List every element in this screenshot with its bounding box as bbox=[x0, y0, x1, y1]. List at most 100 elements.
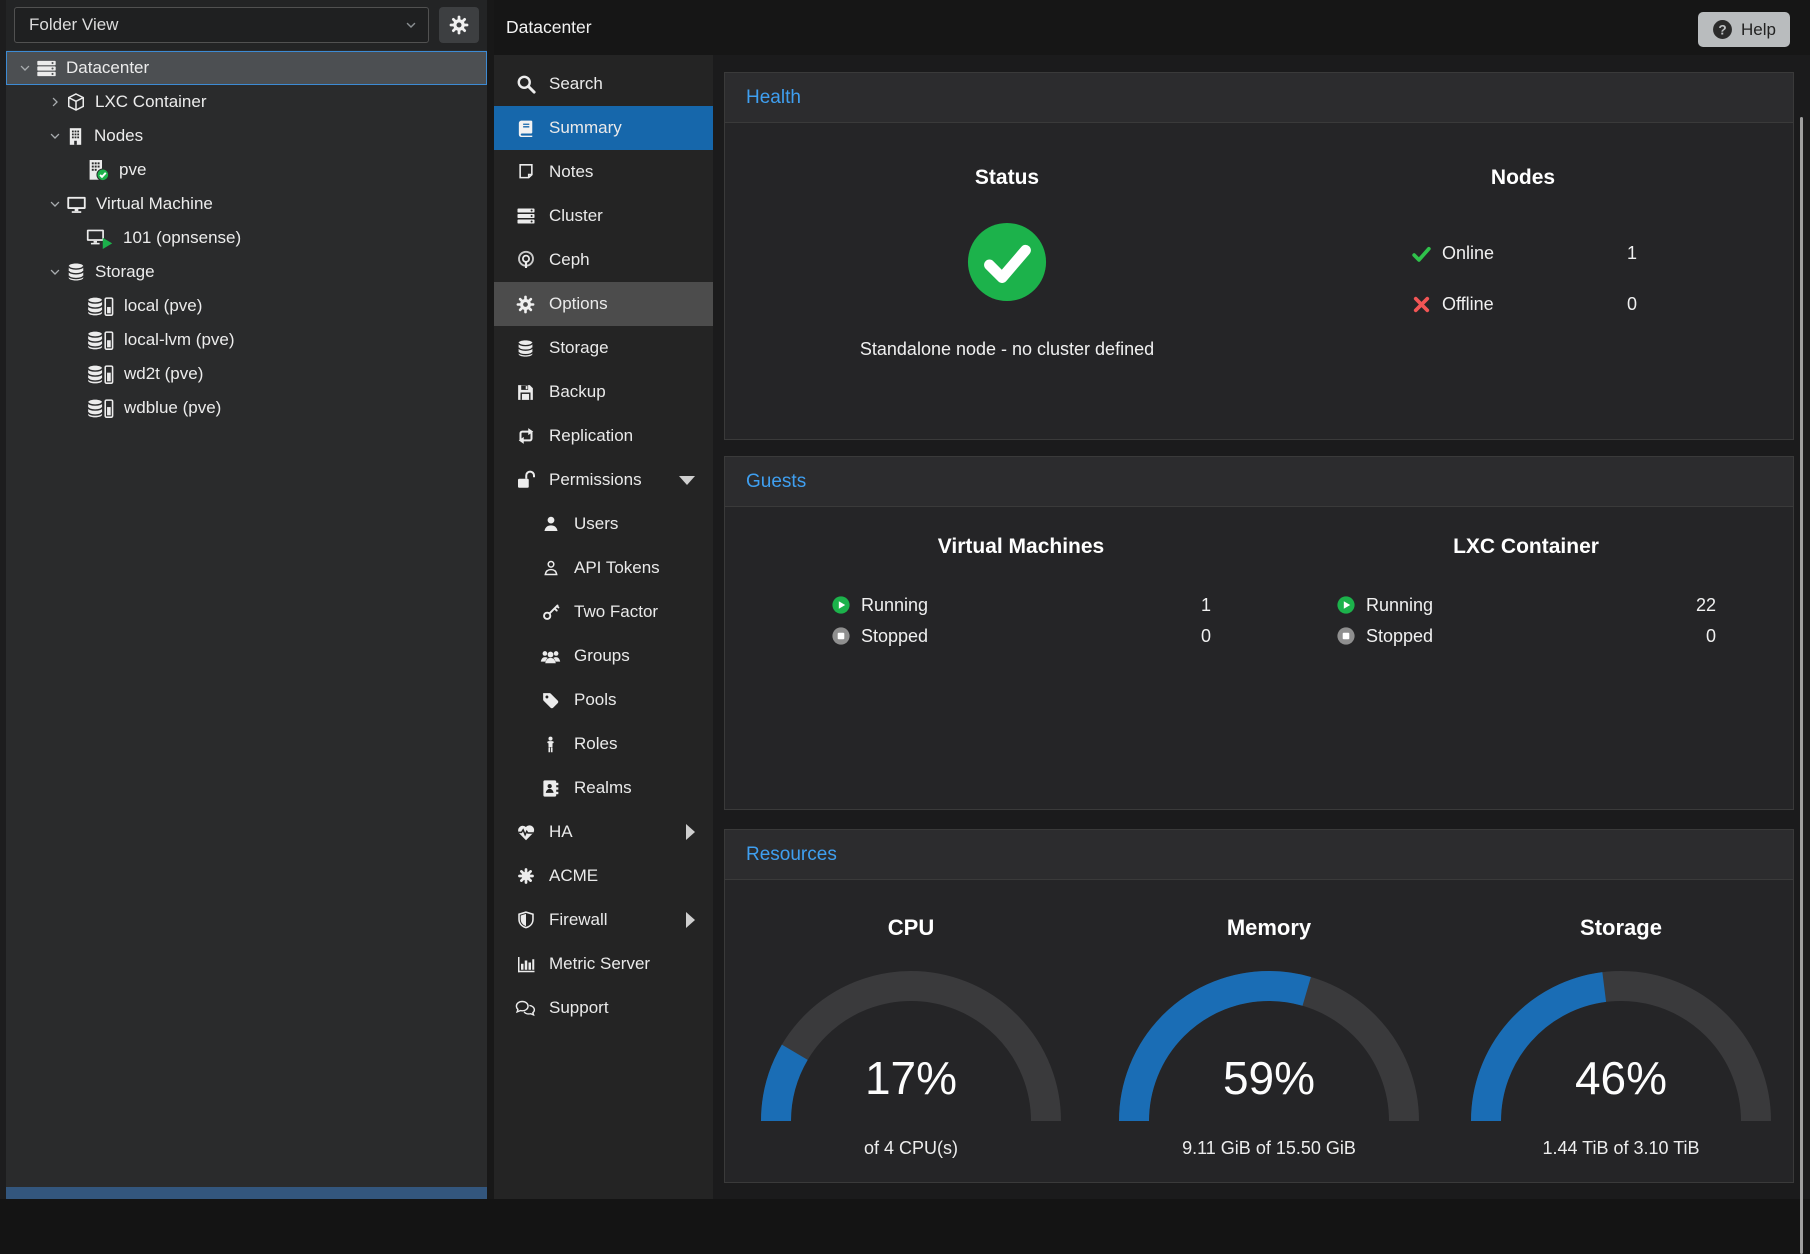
lxc-running-label: Running bbox=[1366, 595, 1433, 616]
running-icon bbox=[1336, 595, 1356, 615]
tree-item-label: pve bbox=[119, 160, 146, 180]
nav-item-two-factor[interactable]: Two Factor bbox=[494, 590, 713, 634]
cluster-status-message: Standalone node - no cluster defined bbox=[807, 339, 1207, 360]
nav-item-ha[interactable]: HA bbox=[494, 810, 713, 854]
storage-gauge-percent: 46% bbox=[1471, 1051, 1771, 1105]
nav-item-groups[interactable]: Groups bbox=[494, 634, 713, 678]
tree-item-pve[interactable]: pve bbox=[6, 153, 487, 187]
status-heading: Status bbox=[857, 166, 1157, 190]
nav-item-notes[interactable]: Notes bbox=[494, 150, 713, 194]
monitor-icon bbox=[66, 194, 87, 215]
vm-running-row: Running 1 bbox=[831, 591, 1211, 619]
nav-item-realms[interactable]: Realms bbox=[494, 766, 713, 810]
tree-item-nodes[interactable]: Nodes bbox=[6, 119, 487, 153]
nav-item-ceph[interactable]: Ceph bbox=[494, 238, 713, 282]
nav-item-label: Options bbox=[549, 294, 608, 314]
nav-item-label: Users bbox=[574, 514, 618, 534]
view-selector-combo[interactable]: Folder View bbox=[14, 7, 429, 43]
tree-item-storage-local[interactable]: local (pve) bbox=[6, 289, 487, 323]
storage-usage-icon bbox=[86, 330, 115, 351]
tree-item-storage-wd2t[interactable]: wd2t (pve) bbox=[6, 357, 487, 391]
book-icon bbox=[515, 119, 536, 138]
nav-item-support[interactable]: Support bbox=[494, 986, 713, 1030]
view-selector-value: Folder View bbox=[29, 15, 404, 35]
tree-settings-gear-button[interactable] bbox=[439, 7, 479, 43]
nav-item-roles[interactable]: Roles bbox=[494, 722, 713, 766]
cpu-gauge-caption: of 4 CPU(s) bbox=[741, 1138, 1081, 1159]
collapse-arrow-icon[interactable] bbox=[679, 476, 695, 485]
tag-icon bbox=[540, 691, 561, 710]
resources-panel: Resources CPU 17% of 4 CPU(s) Memory 59% bbox=[724, 829, 1794, 1183]
chevron-down-icon[interactable] bbox=[44, 197, 66, 211]
tree-item-label: Virtual Machine bbox=[96, 194, 213, 214]
cross-icon bbox=[1411, 294, 1432, 315]
users-group-icon bbox=[540, 647, 561, 666]
tree-item-label: local-lvm (pve) bbox=[124, 330, 235, 350]
ceph-icon bbox=[515, 250, 536, 270]
nav-item-label: Ceph bbox=[549, 250, 590, 270]
lxc-running-value: 22 bbox=[1696, 595, 1716, 616]
building-icon bbox=[66, 127, 85, 146]
memory-gauge-caption: 9.11 GiB of 15.50 GiB bbox=[1099, 1138, 1439, 1159]
chevron-down-icon[interactable] bbox=[404, 18, 418, 32]
lxc-stopped-row: Stopped 0 bbox=[1336, 622, 1716, 650]
nav-item-label: Pools bbox=[574, 690, 617, 710]
tree-item-label: wdblue (pve) bbox=[124, 398, 221, 418]
expand-arrow-icon[interactable] bbox=[686, 912, 695, 928]
nav-item-acme[interactable]: ACME bbox=[494, 854, 713, 898]
offline-label: Offline bbox=[1442, 294, 1494, 315]
nav-item-api-tokens[interactable]: API Tokens bbox=[494, 546, 713, 590]
panel-splitter[interactable] bbox=[487, 0, 494, 1199]
chevron-down-icon[interactable] bbox=[44, 265, 66, 279]
tree-item-lxc-container[interactable]: LXC Container bbox=[6, 85, 487, 119]
nav-item-cluster[interactable]: Cluster bbox=[494, 194, 713, 238]
nav-item-label: Replication bbox=[549, 426, 633, 446]
help-button[interactable]: ? Help bbox=[1698, 12, 1790, 47]
svg-text:?: ? bbox=[1718, 22, 1726, 37]
health-panel-title: Health bbox=[746, 87, 801, 109]
nav-item-storage[interactable]: Storage bbox=[494, 326, 713, 370]
tree-item-storage[interactable]: Storage bbox=[6, 255, 487, 289]
nav-item-replication[interactable]: Replication bbox=[494, 414, 713, 458]
nav-item-permissions[interactable]: Permissions bbox=[494, 458, 713, 502]
tree-item-storage-local-lvm[interactable]: local-lvm (pve) bbox=[6, 323, 487, 357]
lxc-heading: LXC Container bbox=[1376, 535, 1676, 559]
check-icon bbox=[1411, 243, 1432, 264]
chevron-down-icon[interactable] bbox=[44, 129, 66, 143]
address-book-icon bbox=[540, 779, 561, 798]
tree-item-label: Nodes bbox=[94, 126, 143, 146]
tree-item-storage-wdblue[interactable]: wdblue (pve) bbox=[6, 391, 487, 425]
nav-item-summary[interactable]: Summary bbox=[494, 106, 713, 150]
nav-item-pools[interactable]: Pools bbox=[494, 678, 713, 722]
tree-item-virtual-machine[interactable]: Virtual Machine bbox=[6, 187, 487, 221]
tree-item-vm-101[interactable]: 101 (opnsense) bbox=[6, 221, 487, 255]
chevron-down-icon[interactable] bbox=[14, 61, 36, 75]
nav-item-metric-server[interactable]: Metric Server bbox=[494, 942, 713, 986]
lxc-stopped-label: Stopped bbox=[1366, 626, 1433, 647]
tree-item-datacenter[interactable]: Datacenter bbox=[6, 51, 487, 85]
expand-arrow-icon[interactable] bbox=[686, 824, 695, 840]
nav-item-users[interactable]: Users bbox=[494, 502, 713, 546]
tree-toolbar: Folder View bbox=[6, 0, 487, 50]
online-value: 1 bbox=[1627, 243, 1637, 264]
chevron-right-icon[interactable] bbox=[44, 95, 66, 109]
note-icon bbox=[515, 163, 536, 181]
memory-gauge-percent: 59% bbox=[1119, 1051, 1419, 1105]
nav-item-firewall[interactable]: Firewall bbox=[494, 898, 713, 942]
heartbeat-icon bbox=[515, 822, 536, 842]
memory-gauge-arc: 59% bbox=[1119, 971, 1419, 1131]
summary-content: Health Status Standalone node - no clust… bbox=[713, 55, 1810, 1199]
help-icon: ? bbox=[1712, 19, 1733, 40]
vm-stopped-value: 0 bbox=[1201, 626, 1211, 647]
nav-item-label: Support bbox=[549, 998, 609, 1018]
lxc-running-row: Running 22 bbox=[1336, 591, 1716, 619]
nav-item-label: Permissions bbox=[549, 470, 642, 490]
nav-item-label: Groups bbox=[574, 646, 630, 666]
nav-item-search[interactable]: Search bbox=[494, 62, 713, 106]
resources-panel-header: Resources bbox=[725, 830, 1793, 880]
datacenter-icon bbox=[36, 58, 57, 79]
nav-item-backup[interactable]: Backup bbox=[494, 370, 713, 414]
nav-item-options[interactable]: Options bbox=[494, 282, 713, 326]
vertical-scrollbar[interactable] bbox=[1800, 117, 1803, 1254]
nav-item-label: Backup bbox=[549, 382, 606, 402]
